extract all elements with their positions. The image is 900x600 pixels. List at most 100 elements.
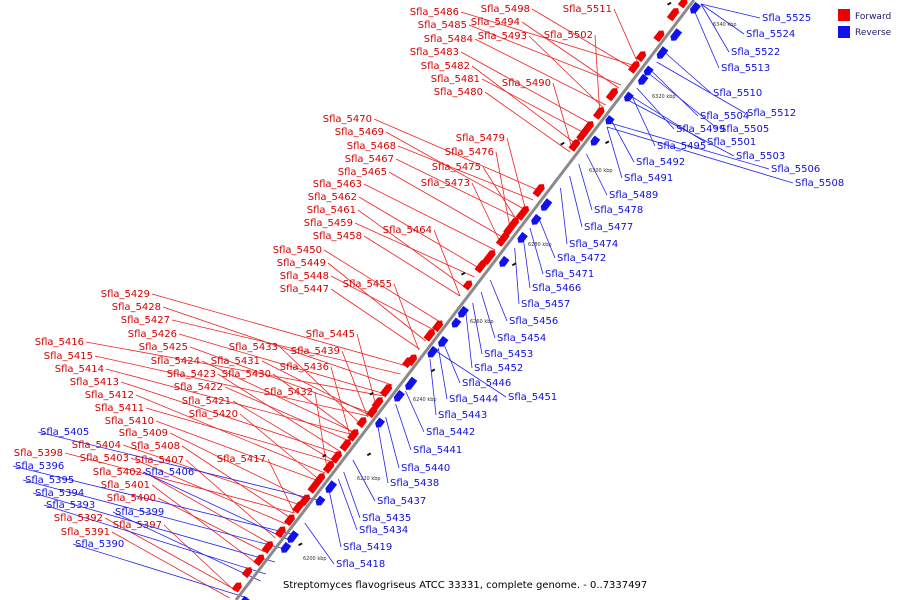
forward-gene-feature [515,206,530,221]
leader-line [429,358,437,416]
gene-label-sfla-5420: Sfla_5420 [189,409,238,420]
leader-line [112,511,261,582]
leader-line [522,236,531,289]
gene-label-sfla-5501: Sfla_5501 [707,137,756,148]
forward-gene-feature [474,260,487,274]
leader-line [171,319,401,375]
gene-label-sfla-5449: Sfla_5449 [277,258,326,269]
tick-mark [298,542,303,547]
gene-label-sfla-5430: Sfla_5430 [222,369,271,380]
leader-line [151,484,257,564]
reverse-gene-feature [239,595,251,600]
leader-line [395,403,412,451]
leader-line [606,126,794,184]
leader-line [613,8,639,64]
leader-line [482,166,518,222]
leader-line [267,458,295,514]
leader-line [185,459,276,539]
gene-label-sfla-5457: Sfla_5457 [521,299,570,310]
gene-label-sfla-5398: Sfla_5398 [14,448,63,459]
gene-label-sfla-5422: Sfla_5422 [174,382,223,393]
leader-line [12,465,296,536]
leader-line [104,517,236,591]
gene-label-sfla-5466: Sfla_5466 [532,283,581,294]
leader-line [337,478,358,531]
leader-line [143,471,271,545]
reverse-gene-feature [531,213,542,225]
leader-line [385,416,400,469]
forward-gene-feature [532,184,545,198]
leader-line [529,227,544,275]
tick-mark [560,141,565,146]
leader-line [105,368,355,436]
gene-label-sfla-5495: Sfla_5495 [657,141,706,152]
position-label: 6240 kbp [413,397,437,403]
position-label: 6340 kbp [713,22,737,28]
leader-line [341,350,369,418]
genome-caption: Streptomyces flavogriseus ATCC 33331, co… [283,580,647,591]
gene-label-sfla-5469: Sfla_5469 [335,127,384,138]
gene-label-sfla-5478: Sfla_5478 [594,205,643,216]
gene-label-sfla-5503: Sfla_5503 [736,151,785,162]
genome-backbone [234,0,696,600]
leader-line [393,283,420,351]
reverse-gene-feature [375,417,385,428]
position-label: 6260 kbp [470,319,494,325]
reverse-gene-feature [457,305,469,318]
leader-line [460,11,636,67]
gene-label-sfla-5498: Sfla_5498 [481,4,530,15]
leader-line [468,24,622,86]
gene-label-sfla-5459: Sfla_5459 [304,218,353,229]
tick-mark [366,452,372,457]
tick-mark [322,453,327,458]
legend-forward-label: Forward [855,12,891,22]
leader-line [232,400,335,462]
leader-line [700,3,730,53]
gene-label-sfla-5431: Sfla_5431 [211,356,260,367]
gene-label-sfla-5472: Sfla_5472 [557,253,606,264]
position-label: 6320 kbp [652,94,676,100]
gene-label-sfla-5417: Sfla_5417 [217,454,266,465]
leader-line [606,126,623,179]
gene-label-sfla-5522: Sfla_5522 [731,47,780,58]
leader-line [578,163,593,211]
leader-line [163,524,236,592]
leader-line [471,182,501,244]
gene-label-sfla-5410: Sfla_5410 [105,416,154,427]
gene-label-sfla-5471: Sfla_5471 [545,269,594,280]
reverse-gene-feature [280,541,292,553]
gene-label-sfla-5513: Sfla_5513 [721,63,770,74]
reverse-gene-feature [624,91,634,102]
gene-label-sfla-5508: Sfla_5508 [795,178,844,189]
leader-line [472,302,483,355]
leader-line [135,394,326,474]
gene-label-sfla-5427: Sfla_5427 [121,315,170,326]
forward-gene-feature [253,554,265,567]
leader-line [181,445,291,519]
gene-label-sfla-5462: Sfla_5462 [308,192,357,203]
gene-label-sfla-5474: Sfla_5474 [569,239,618,250]
gene-label-sfla-5479: Sfla_5479 [456,133,505,144]
gene-label-sfla-5415: Sfla_5415 [44,351,93,362]
leader-line [480,291,496,339]
leader-line [94,355,369,417]
gene-label-sfla-5407: Sfla_5407 [135,455,184,466]
leader-line [178,333,386,395]
legend: Forward Reverse [838,9,892,38]
leader-line [22,479,286,550]
reverse-gene-feature [656,46,669,59]
gene-label-sfla-5435: Sfla_5435 [362,513,411,524]
gene-label-sfla-5470: Sfla_5470 [323,114,372,125]
leader-line [388,171,505,239]
gene-label-sfla-5456: Sfla_5456 [509,316,558,327]
legend-reverse-swatch [838,26,850,38]
gene-label-sfla-5440: Sfla_5440 [401,463,450,474]
leader-line [239,413,320,481]
gene-label-sfla-5429: Sfla_5429 [101,289,150,300]
leader-line [611,120,635,163]
gene-label-sfla-5439: Sfla_5439 [291,346,340,357]
reverse-gene-feature [325,480,338,493]
tick-mark [461,271,466,276]
gene-label-sfla-5453: Sfla_5453 [484,349,533,360]
